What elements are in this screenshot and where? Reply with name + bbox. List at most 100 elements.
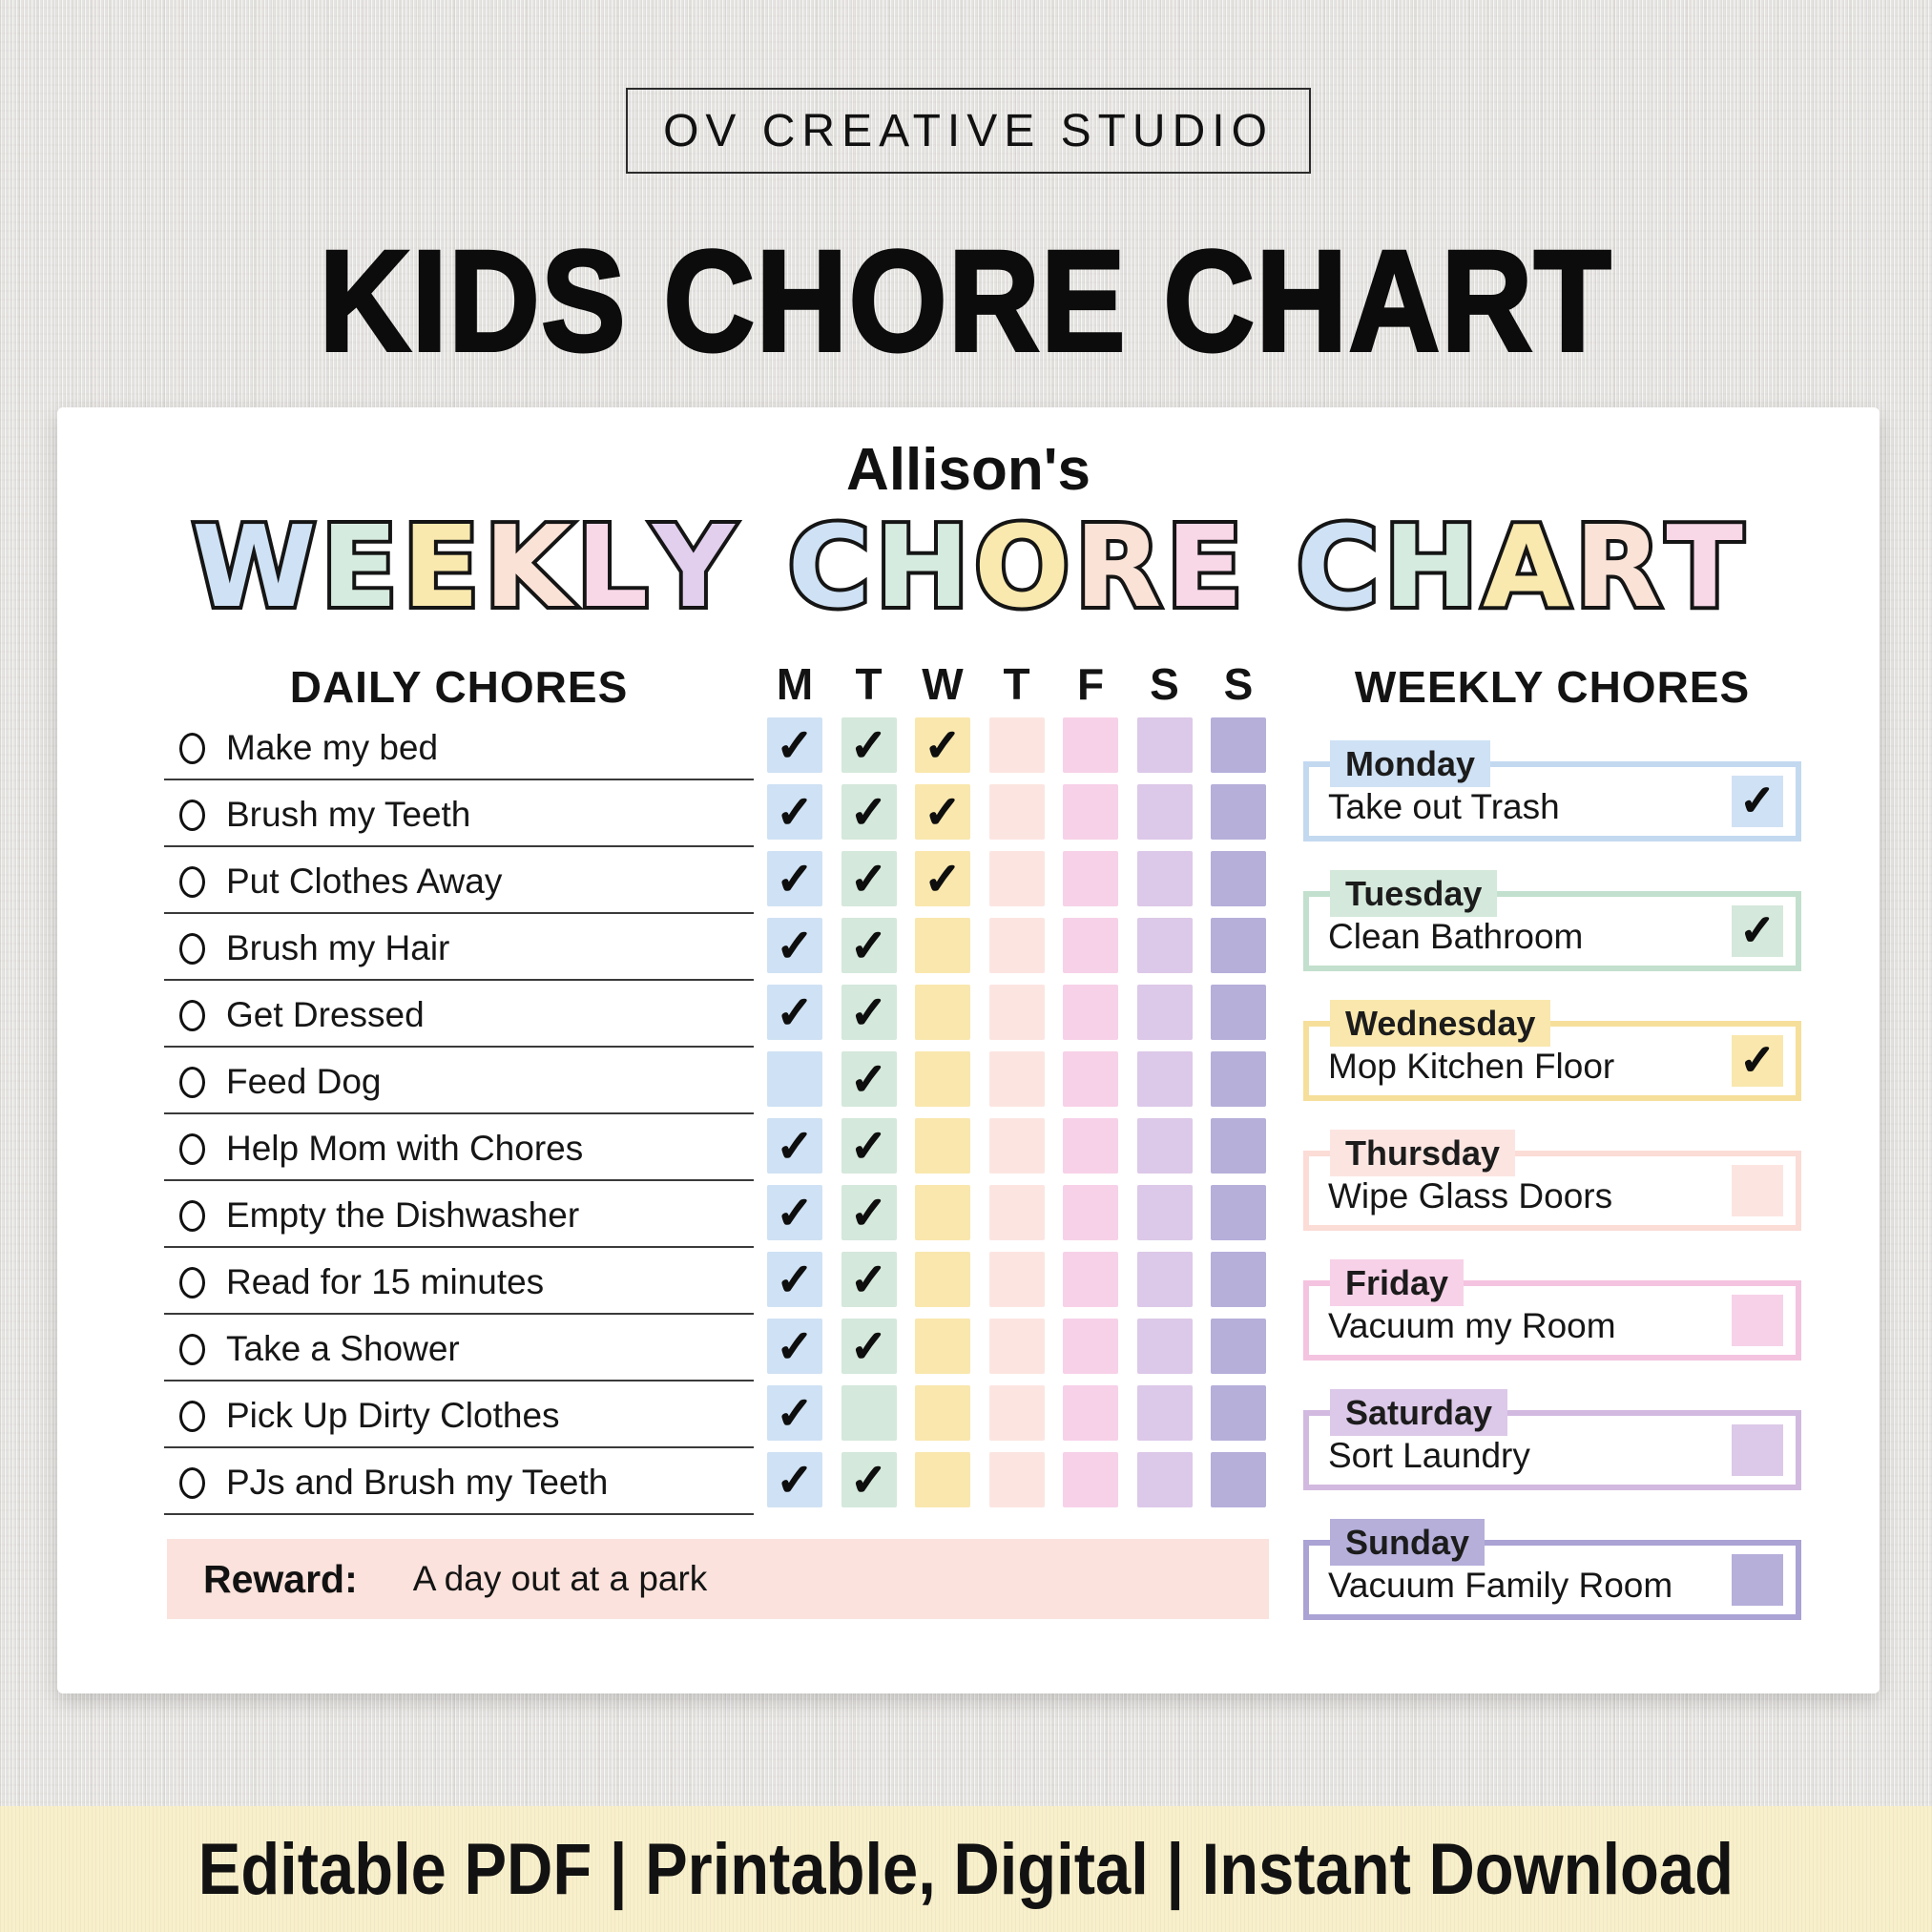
grid-cell[interactable]	[1211, 1185, 1266, 1240]
grid-cell[interactable]: ✓	[767, 784, 822, 840]
grid-cell[interactable]	[1136, 1319, 1193, 1374]
grid-cell[interactable]: ✓	[767, 1385, 822, 1441]
grid-cell[interactable]: ✓	[767, 851, 822, 906]
weekly-checkbox[interactable]	[1732, 1165, 1783, 1216]
grid-cell[interactable]	[988, 1452, 1045, 1507]
grid-cell[interactable]	[1211, 1118, 1266, 1174]
grid-cell[interactable]: ✓	[767, 985, 822, 1040]
grid-cell[interactable]	[1211, 1452, 1266, 1507]
grid-cell[interactable]	[1063, 918, 1118, 973]
weekly-day-box: Thursday Wipe Glass Doors	[1303, 1130, 1801, 1231]
grid-cell[interactable]	[1063, 1452, 1118, 1507]
grid-cell[interactable]	[988, 1252, 1045, 1307]
grid-cell[interactable]	[915, 985, 970, 1040]
grid-cell[interactable]	[915, 1051, 970, 1107]
grid-cell[interactable]	[1211, 1252, 1266, 1307]
weekly-checkbox[interactable]: ✓	[1732, 1035, 1783, 1087]
grid-cell[interactable]: ✓	[841, 1252, 897, 1307]
weekly-checkbox[interactable]: ✓	[1732, 776, 1783, 827]
weekly-checkbox[interactable]: ✓	[1732, 905, 1783, 957]
grid-cell[interactable]	[1136, 784, 1193, 840]
grid-cell[interactable]	[988, 1185, 1045, 1240]
grid-cell[interactable]: ✓	[841, 1051, 897, 1107]
grid-cell[interactable]: ✓	[841, 1452, 897, 1507]
grid-cell[interactable]	[1063, 717, 1118, 773]
grid-cell[interactable]	[915, 1185, 970, 1240]
grid-cell[interactable]	[1063, 1385, 1118, 1441]
grid-cell[interactable]: ✓	[767, 1118, 822, 1174]
grid-cell[interactable]: ✓	[767, 1252, 822, 1307]
grid-cell[interactable]	[1136, 1185, 1193, 1240]
grid-cell[interactable]	[1063, 1051, 1118, 1107]
grid-cell[interactable]: ✓	[915, 851, 970, 906]
grid-cell[interactable]	[988, 985, 1045, 1040]
grid-cell[interactable]: ✓	[915, 784, 970, 840]
grid-cell[interactable]	[1211, 784, 1266, 840]
grid-cell[interactable]	[1063, 784, 1118, 840]
grid-cell[interactable]	[1136, 1118, 1193, 1174]
checkmark-icon: ✓	[849, 1120, 888, 1172]
grid-cell[interactable]	[988, 1319, 1045, 1374]
grid-cell[interactable]	[915, 1319, 970, 1374]
grid-cell[interactable]: ✓	[841, 985, 897, 1040]
grid-cell[interactable]	[1136, 1385, 1193, 1441]
grid-cell[interactable]: ✓	[841, 717, 897, 773]
grid-cell[interactable]: ✓	[841, 1185, 897, 1240]
grid-cell[interactable]	[1136, 1452, 1193, 1507]
grid-cell[interactable]	[988, 918, 1045, 973]
grid-cell[interactable]	[988, 1385, 1045, 1441]
grid-cell[interactable]	[1063, 851, 1118, 906]
grid-cell[interactable]	[1211, 1319, 1266, 1374]
grid-cell[interactable]	[915, 918, 970, 973]
grid-cell[interactable]: ✓	[767, 918, 822, 973]
checkmark-icon: ✓	[849, 719, 888, 771]
grid-cell[interactable]	[1211, 1385, 1266, 1441]
grid-cell[interactable]	[1136, 985, 1193, 1040]
grid-cell[interactable]	[1063, 1319, 1118, 1374]
grid-cell[interactable]	[1211, 717, 1266, 773]
grid-cell[interactable]: ✓	[841, 918, 897, 973]
grid-cell[interactable]	[1136, 851, 1193, 906]
grid-cell[interactable]	[988, 717, 1045, 773]
grid-cell[interactable]	[1136, 918, 1193, 973]
grid-cell[interactable]: ✓	[841, 1319, 897, 1374]
day-column-header: F	[1076, 659, 1105, 709]
weekly-checkbox[interactable]	[1732, 1424, 1783, 1476]
grid-cell[interactable]	[1211, 851, 1266, 906]
grid-cell[interactable]: ✓	[767, 1185, 822, 1240]
grid-cell[interactable]	[1136, 1252, 1193, 1307]
grid-cell[interactable]	[767, 1051, 822, 1107]
grid-cell[interactable]: ✓	[767, 1452, 822, 1507]
grid-cell[interactable]	[988, 1118, 1045, 1174]
grid-cell[interactable]	[915, 1252, 970, 1307]
grid-cell[interactable]: ✓	[841, 851, 897, 906]
grid-cell[interactable]: ✓	[767, 1319, 822, 1374]
grid-cell[interactable]	[1063, 1252, 1118, 1307]
grid-cell[interactable]	[1063, 985, 1118, 1040]
grid-cell[interactable]: ✓	[767, 717, 822, 773]
grid-cell[interactable]	[1063, 1118, 1118, 1174]
grid-cell[interactable]	[1211, 985, 1266, 1040]
weekly-checkbox[interactable]	[1732, 1295, 1783, 1346]
grid-cell[interactable]	[1136, 717, 1193, 773]
grid-cell[interactable]	[915, 1118, 970, 1174]
grid-cell[interactable]	[841, 1385, 897, 1441]
grid-cell[interactable]	[988, 1051, 1045, 1107]
grid-cell[interactable]	[915, 1385, 970, 1441]
daily-chores-heading: DAILY CHORES	[289, 662, 629, 712]
grid-cell[interactable]: ✓	[841, 1118, 897, 1174]
grid-cell[interactable]	[1211, 1051, 1266, 1107]
grid-cell[interactable]	[915, 1452, 970, 1507]
grid-cell[interactable]	[988, 784, 1045, 840]
bubble-letter: C	[784, 497, 875, 636]
grid-cell[interactable]	[1211, 918, 1266, 973]
grid-cell[interactable]: ✓	[841, 784, 897, 840]
weekly-checkbox[interactable]	[1732, 1554, 1783, 1606]
grid-cell[interactable]: ✓	[915, 717, 970, 773]
grid-cell[interactable]	[1063, 1185, 1118, 1240]
checkmark-icon: ✓	[849, 1187, 888, 1238]
grid-cell[interactable]	[1136, 1051, 1193, 1107]
checkmark-icon: ✓	[849, 987, 888, 1038]
chore-bullet-circle	[179, 865, 205, 898]
grid-cell[interactable]	[988, 851, 1045, 906]
